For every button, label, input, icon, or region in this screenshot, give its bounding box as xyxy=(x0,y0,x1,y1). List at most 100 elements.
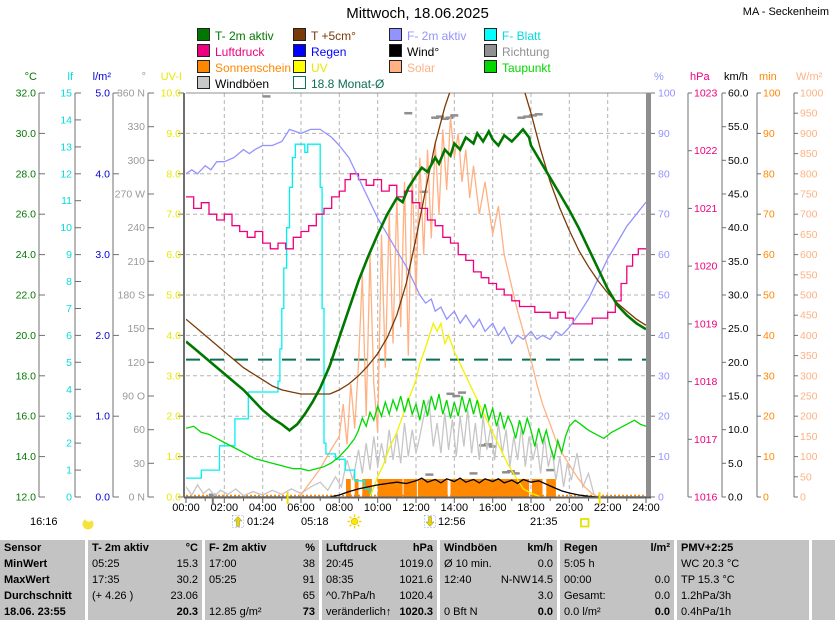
svg-text:16:00: 16:00 xyxy=(479,502,507,514)
cell-label: 5:05 h xyxy=(564,558,595,570)
svg-text:32.0: 32.0 xyxy=(16,88,37,100)
svg-text:1020: 1020 xyxy=(694,261,718,273)
table-row xyxy=(812,604,835,620)
legend-item-sonnenschein: Sonnenschein xyxy=(197,60,291,75)
cell-label: 0 Bft N xyxy=(444,606,478,618)
svg-text:UV-I: UV-I xyxy=(161,71,182,83)
sunshine-bar xyxy=(354,479,359,497)
svg-text:80: 80 xyxy=(658,168,670,180)
legend-label: F- Blatt xyxy=(502,29,541,43)
cell-value: l/m² xyxy=(650,542,670,554)
cell-value: 91 xyxy=(302,574,315,586)
svg-text:0: 0 xyxy=(66,492,72,504)
svg-text:600: 600 xyxy=(800,249,818,261)
cell-label: Luftdruck xyxy=(326,542,377,554)
legend-swatch xyxy=(484,44,497,57)
cell-label: Windböen xyxy=(444,542,498,554)
legend-item-f-2m-aktiv: F- 2m aktiv xyxy=(389,28,466,43)
sun-icon xyxy=(347,514,362,529)
cell-label: 12:40 xyxy=(444,574,472,586)
cell-label: PMV+2:25 xyxy=(681,542,734,554)
cell-label: MinWert xyxy=(4,558,48,570)
svg-text:22.0: 22.0 xyxy=(16,290,37,302)
svg-text:60.0: 60.0 xyxy=(728,88,749,100)
svg-text:270 W: 270 W xyxy=(115,189,145,201)
svg-text:12.0: 12.0 xyxy=(16,492,37,504)
svg-text:20:00: 20:00 xyxy=(556,502,584,514)
legend-swatch xyxy=(293,76,306,89)
cell-value: 0.0 xyxy=(654,606,670,618)
cell-value: 38 xyxy=(302,558,315,570)
svg-text:800: 800 xyxy=(800,168,818,180)
svg-text:km/h: km/h xyxy=(724,71,748,83)
svg-text:750: 750 xyxy=(800,189,818,201)
svg-text:°: ° xyxy=(142,71,146,83)
svg-text:28.0: 28.0 xyxy=(16,168,37,180)
svg-text:1016: 1016 xyxy=(694,492,718,504)
table-row: MaxWert xyxy=(0,572,85,588)
table-row: 0 Bft N 0.0 xyxy=(440,604,557,620)
legend-item-windb-en: Windböen xyxy=(197,76,269,91)
cell-value: 14.5 xyxy=(531,574,553,586)
svg-text:0: 0 xyxy=(763,492,769,504)
cell-label: veränderlich↑ xyxy=(326,606,392,618)
svg-text:650: 650 xyxy=(800,229,818,241)
cell-value: 0.0 xyxy=(654,574,670,586)
svg-text:900: 900 xyxy=(800,128,818,140)
cell-label: 12.85 g/m² xyxy=(209,606,262,618)
svg-text:14.0: 14.0 xyxy=(16,451,37,463)
svg-text:35.0: 35.0 xyxy=(728,256,749,268)
svg-text:9: 9 xyxy=(66,249,72,261)
legend-swatch xyxy=(484,60,497,73)
svg-text:210: 210 xyxy=(127,256,145,268)
cell-value: km/h xyxy=(527,542,553,554)
cell-mid: N-NW xyxy=(500,574,531,586)
svg-text:2.0: 2.0 xyxy=(166,411,181,423)
series-t-2m-aktiv xyxy=(186,127,646,432)
cell-label: Durchschnitt xyxy=(4,590,72,602)
svg-text:50: 50 xyxy=(658,290,670,302)
svg-text:22:00: 22:00 xyxy=(594,502,622,514)
series-f-2m-aktiv xyxy=(186,128,646,345)
cell-label: Regen xyxy=(564,542,598,554)
cell-value: 15.3 xyxy=(176,558,198,570)
table-row: 05:25 91 xyxy=(205,572,319,588)
legend-item-f-blatt: F- Blatt xyxy=(484,28,541,43)
svg-text:950: 950 xyxy=(800,108,818,120)
legend-label: T- 2m aktiv xyxy=(215,29,274,43)
svg-text:5.0: 5.0 xyxy=(166,290,181,302)
svg-text:100: 100 xyxy=(763,88,781,100)
svg-text:18:00: 18:00 xyxy=(517,502,545,514)
svg-text:50: 50 xyxy=(763,290,775,302)
table-row: 65 xyxy=(205,588,319,604)
cell-value: 23.06 xyxy=(170,590,198,602)
sunshine-bar xyxy=(532,479,543,497)
legend-swatch xyxy=(484,28,497,41)
svg-text:18.0: 18.0 xyxy=(16,370,37,382)
svg-text:20.0: 20.0 xyxy=(728,357,749,369)
legend-swatch xyxy=(389,44,402,57)
svg-text:70: 70 xyxy=(658,209,670,221)
svg-text:20: 20 xyxy=(658,411,670,423)
moon-time: 16:16 xyxy=(30,516,58,528)
table-row: veränderlich↑ 1020.3 xyxy=(322,604,437,620)
legend-label: Richtung xyxy=(502,45,550,59)
table-header-row: Luftdruck hPa xyxy=(322,540,437,556)
svg-text:7.0: 7.0 xyxy=(166,209,181,221)
cell-label: MaxWert xyxy=(4,574,50,586)
legend-label: Luftdruck xyxy=(215,45,265,59)
svg-text:90: 90 xyxy=(658,128,670,140)
svg-text:26.0: 26.0 xyxy=(16,209,37,221)
table-header-row: Regen l/m² xyxy=(560,540,674,556)
svg-text:40.0: 40.0 xyxy=(728,222,749,234)
svg-text:450: 450 xyxy=(800,310,818,322)
svg-text:850: 850 xyxy=(800,148,818,160)
cell-value: 73 xyxy=(302,606,315,618)
svg-text:1021: 1021 xyxy=(694,203,718,215)
svg-text:13: 13 xyxy=(60,141,72,153)
cell-value: % xyxy=(305,542,315,554)
cell-label: TP 15.3 °C xyxy=(681,574,735,586)
svg-text:10: 10 xyxy=(658,451,670,463)
svg-text:5.0: 5.0 xyxy=(728,458,743,470)
svg-text:100: 100 xyxy=(800,451,818,463)
